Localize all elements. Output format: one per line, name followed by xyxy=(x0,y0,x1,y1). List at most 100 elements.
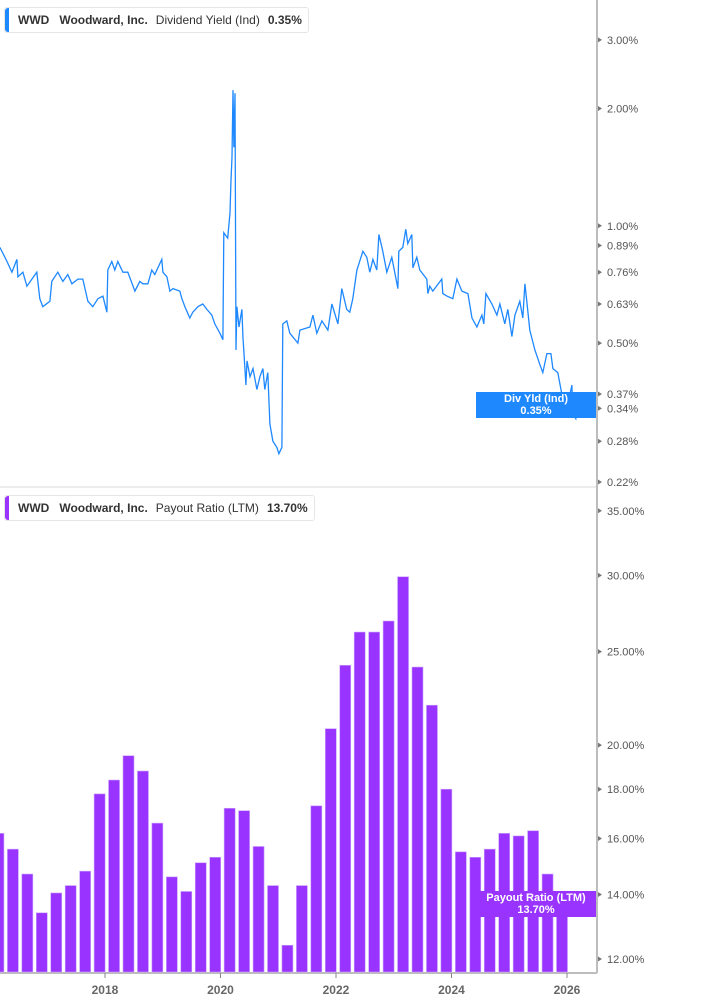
payout-bar xyxy=(166,876,178,973)
series-color-swatch xyxy=(5,496,9,520)
payout-bar xyxy=(137,770,149,973)
y-tick-label: 3.00% xyxy=(607,35,638,47)
payout-bar xyxy=(209,856,221,973)
y-tick-label: 18.00% xyxy=(607,784,645,796)
y-tick-label: 25.00% xyxy=(607,647,645,659)
payout-bar xyxy=(296,885,308,973)
payout-bar xyxy=(541,873,554,973)
y-tick-mark xyxy=(598,836,602,842)
y-tick-label: 35.00% xyxy=(607,506,645,518)
y-tick-label: 20.00% xyxy=(607,740,645,752)
legend-value: 0.35% xyxy=(267,13,302,27)
x-tick-label: 2026 xyxy=(554,983,581,997)
y-tick-label: 0.63% xyxy=(607,299,638,311)
legend-metric: Dividend Yield (Ind) xyxy=(155,13,260,27)
y-tick-label: 2.00% xyxy=(607,104,638,116)
payout-bar xyxy=(180,891,193,973)
x-tick-label: 2018 xyxy=(92,983,119,997)
y-tick-mark xyxy=(598,37,602,43)
y-tick-label: 14.00% xyxy=(607,889,645,901)
yield-legend[interactable]: WWD Woodward, Inc. Dividend Yield (Ind) … xyxy=(4,7,309,33)
payout-y-axis: 35.00% 30.00% 25.00% 20.00% 18.00% 16.00% 14.0… xyxy=(598,506,645,966)
y-tick-mark xyxy=(598,243,602,249)
y-tick-mark xyxy=(598,786,602,792)
y-tick-mark xyxy=(598,391,602,397)
y-tick-mark xyxy=(598,301,602,307)
legend-company: Woodward, Inc. xyxy=(59,501,148,515)
y-tick-mark xyxy=(598,340,602,346)
payout-bar xyxy=(79,870,91,973)
y-tick-label: 0.37% xyxy=(607,389,638,401)
payout-bar xyxy=(21,873,34,973)
y-tick-mark xyxy=(598,438,602,444)
series-color-swatch xyxy=(5,8,9,32)
y-tick-label: 0.22% xyxy=(607,477,638,489)
y-tick-mark xyxy=(598,649,602,655)
payout-bars xyxy=(0,576,568,973)
payout-bar xyxy=(426,704,438,973)
y-tick-mark xyxy=(598,956,602,962)
payout-bar xyxy=(440,788,453,973)
y-tick-mark xyxy=(598,742,602,748)
tag-label: Div Yld (Ind) xyxy=(504,393,568,405)
yield-last-value-tag: Div Yld (Ind) 0.35% xyxy=(476,392,596,418)
payout-bar xyxy=(455,851,467,973)
dividend-yield-line xyxy=(0,90,579,456)
payout-bar xyxy=(382,620,395,973)
x-tick-label: 2022 xyxy=(323,983,350,997)
y-tick-mark xyxy=(598,479,602,485)
y-tick-label: 12.00% xyxy=(607,954,645,966)
payout-bar xyxy=(194,862,207,973)
payout-bar xyxy=(0,833,5,973)
legend-ticker: WWD xyxy=(18,13,50,27)
x-tick-label: 2024 xyxy=(438,983,465,997)
tag-value: 0.35% xyxy=(520,405,552,417)
payout-bar xyxy=(64,885,77,973)
x-tick-label: 2020 xyxy=(207,983,234,997)
payout-bar xyxy=(122,755,135,973)
payout-bar xyxy=(238,810,250,973)
yield-y-axis: 3.00% 2.00% 1.00% 0.89% 0.76% 0.63% 0.50% 0.37%… xyxy=(598,35,638,489)
x-axis: 2018 2020 2022 2024 2026 xyxy=(92,973,581,997)
y-tick-label: 0.50% xyxy=(607,338,638,350)
payout-bar xyxy=(108,779,120,973)
payout-bar xyxy=(339,665,352,973)
payout-bar xyxy=(35,912,48,973)
y-tick-mark xyxy=(598,405,602,411)
y-tick-label: 1.00% xyxy=(607,221,638,233)
y-tick-mark xyxy=(598,269,602,275)
tag-label: Payout Ratio (LTM) xyxy=(486,892,586,904)
y-tick-label: 0.34% xyxy=(607,403,638,415)
legend-metric: Payout Ratio (LTM) xyxy=(155,501,259,515)
y-tick-label: 30.00% xyxy=(607,570,645,582)
payout-bar xyxy=(324,728,337,973)
tag-value: 13.70% xyxy=(517,904,555,916)
y-tick-label: 0.28% xyxy=(607,436,638,448)
payout-bar xyxy=(411,666,424,973)
y-tick-label: 16.00% xyxy=(607,834,645,846)
y-tick-mark xyxy=(598,891,602,897)
payout-last-value-tag: Payout Ratio (LTM) 13.70% xyxy=(476,891,596,917)
payout-bar xyxy=(353,631,366,973)
legend-value: 13.70% xyxy=(266,501,308,515)
payout-bar xyxy=(151,822,164,973)
y-tick-label: 0.76% xyxy=(607,267,638,279)
y-tick-mark xyxy=(598,223,602,229)
legend-company: Woodward, Inc. xyxy=(59,13,148,27)
payout-bar xyxy=(397,576,409,973)
payout-bar xyxy=(267,885,279,973)
payout-bar xyxy=(252,846,265,973)
payout-bar xyxy=(93,793,106,973)
y-tick-mark xyxy=(598,508,602,514)
payout-bar xyxy=(7,848,19,973)
payout-legend[interactable]: WWD Woodward, Inc. Payout Ratio (LTM) 13… xyxy=(4,495,315,521)
payout-bar xyxy=(50,892,63,973)
y-tick-mark xyxy=(598,106,602,112)
y-tick-mark xyxy=(598,572,602,578)
y-tick-label: 0.89% xyxy=(607,241,638,253)
payout-bar xyxy=(281,944,294,973)
legend-ticker: WWD xyxy=(18,501,50,515)
payout-bar xyxy=(310,805,323,973)
payout-bar xyxy=(223,807,236,973)
